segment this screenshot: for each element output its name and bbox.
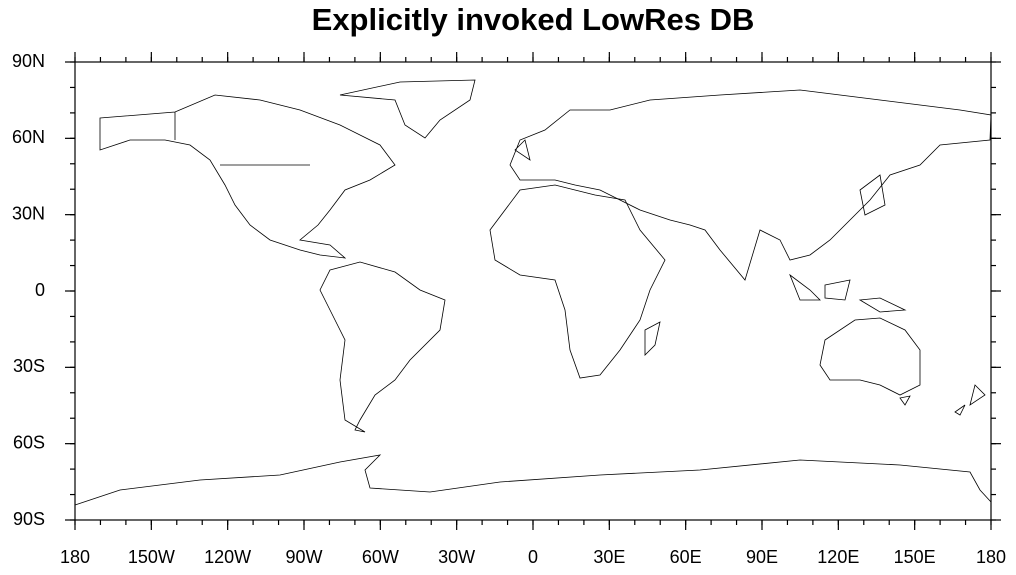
africa xyxy=(489,184,666,379)
antarctica xyxy=(74,454,992,506)
x-tick-label: 30W xyxy=(438,547,475,567)
x-tick-label: 30E xyxy=(593,547,625,567)
coastlines xyxy=(74,79,992,506)
x-tick-label: 150W xyxy=(128,547,175,567)
y-tick-label: 60N xyxy=(12,127,45,147)
new-zealand xyxy=(954,384,986,416)
x-tick-label: 150E xyxy=(894,547,936,567)
x-tick-label: 90W xyxy=(285,547,322,567)
y-tick-label: 60S xyxy=(13,432,45,452)
axis-ticks: 180 150W 120W 90W 60W 30W 0 30E 60E 90E 120E 150E 18… xyxy=(12,51,1006,567)
x-tick-label: 180 xyxy=(60,547,90,567)
x-tick-label: 180 xyxy=(976,547,1006,567)
greenland xyxy=(339,79,476,139)
y-tick-label: 90S xyxy=(13,509,45,529)
north-america xyxy=(99,94,396,259)
south-america xyxy=(319,261,446,433)
x-tick-label: 60E xyxy=(670,547,702,567)
indonesia xyxy=(789,273,907,313)
map-title: Explicitly invoked LowRes DB xyxy=(312,2,755,37)
y-tick-label: 90N xyxy=(12,51,45,71)
x-tick-label: 120W xyxy=(204,547,251,567)
x-tick-label: 120E xyxy=(817,547,859,567)
y-tick-label: 0 xyxy=(35,280,45,300)
australia xyxy=(819,317,921,406)
map-frame xyxy=(74,61,992,521)
y-tick-label: 30N xyxy=(12,203,45,223)
y-tick-label: 30S xyxy=(13,356,45,376)
x-tick-label: 60W xyxy=(362,547,399,567)
x-tick-label: 90E xyxy=(746,547,778,567)
eurasia xyxy=(509,89,992,281)
x-tick-label: 0 xyxy=(528,547,538,567)
